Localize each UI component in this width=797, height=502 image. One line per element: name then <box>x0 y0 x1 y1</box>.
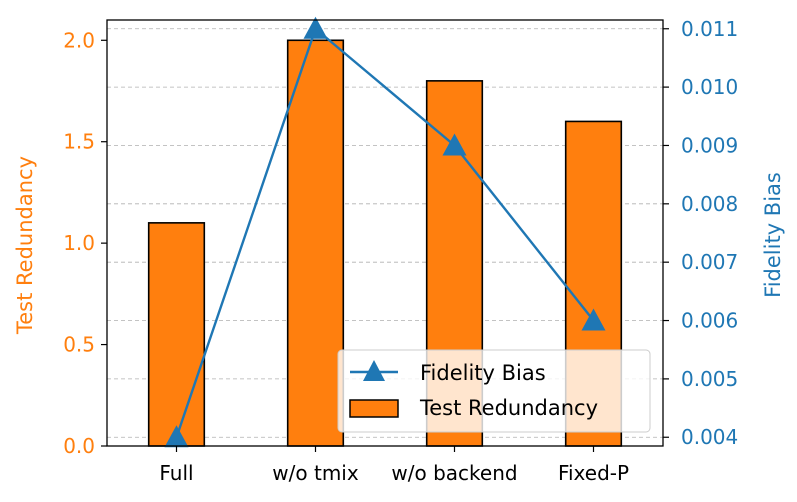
x-tick-label: Full <box>159 461 193 485</box>
bar-full <box>147 222 206 447</box>
right-tick-label: 0.010 <box>681 75 738 99</box>
legend-label-fidelity-bias: Fidelity Bias <box>420 361 546 385</box>
left-tick-label: 1.0 <box>63 231 95 255</box>
right-tick-label: 0.011 <box>681 17 738 41</box>
left-tick-label: 1.5 <box>63 130 95 154</box>
fidelity-bias-point-0 <box>164 425 189 448</box>
right-axis-label: Fidelity Bias <box>761 172 785 298</box>
right-tick-label: 0.009 <box>681 133 738 157</box>
bar-w-o-tmix <box>286 39 345 447</box>
x-axis: Full w/o tmix w/o backend Fixed-P <box>159 446 629 485</box>
x-tick-label: Fixed-P <box>558 461 629 485</box>
right-axis: 0.004 0.005 0.006 0.007 0.008 0.009 0.010 0.011 <box>663 17 738 449</box>
legend-box <box>337 349 651 433</box>
x-tick-label: w/o backend <box>391 461 517 485</box>
right-tick-label: 0.005 <box>681 367 738 391</box>
left-tick-label: 2.0 <box>63 28 95 52</box>
right-tick-label: 0.007 <box>681 250 738 274</box>
plot-border <box>106 19 664 447</box>
fidelity-bias-line <box>175 26 595 438</box>
right-tick-label: 0.008 <box>681 192 738 216</box>
legend-triangle-marker <box>363 360 385 381</box>
x-tick-label: w/o tmix <box>272 461 359 485</box>
fidelity-bias-point-1 <box>303 16 328 39</box>
left-tick-label: 0.5 <box>63 333 95 357</box>
right-tick-label: 0.004 <box>681 425 738 449</box>
fidelity-bias-point-2 <box>442 133 467 156</box>
right-tick-label: 0.006 <box>681 309 738 333</box>
fidelity-bias-point-3 <box>581 308 606 331</box>
left-axis: 0.0 0.5 1.0 1.5 2.0 <box>63 28 107 458</box>
left-tick-label: 0.0 <box>63 434 95 458</box>
left-axis-label: Test Redundancy <box>13 156 37 335</box>
line-series <box>164 16 606 448</box>
plot-frame <box>106 19 664 447</box>
legend-bar-swatch <box>349 399 399 418</box>
legend-label-test-redundancy: Test Redundancy <box>419 396 598 420</box>
legend: Fidelity Bias Test Redundancy <box>337 349 651 433</box>
